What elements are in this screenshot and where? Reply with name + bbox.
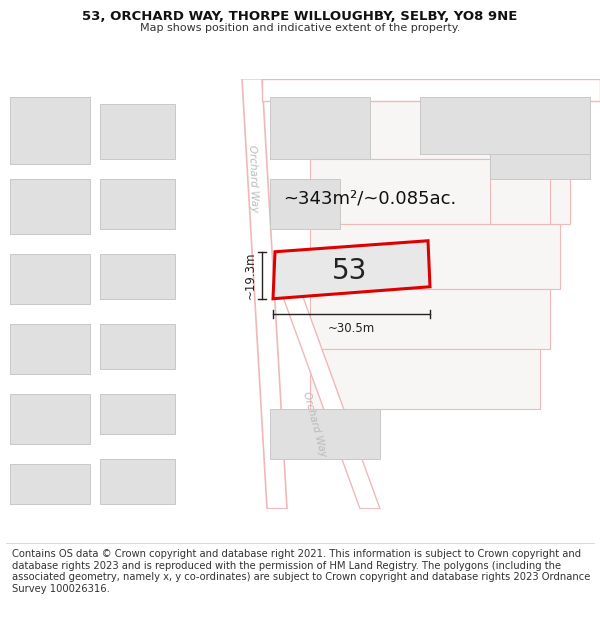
Polygon shape bbox=[270, 409, 380, 459]
Text: 53, ORCHARD WAY, THORPE WILLOUGHBY, SELBY, YO8 9NE: 53, ORCHARD WAY, THORPE WILLOUGHBY, SELB… bbox=[82, 10, 518, 23]
Text: Map shows position and indicative extent of the property.: Map shows position and indicative extent… bbox=[140, 22, 460, 32]
Text: Orchard Way: Orchard Way bbox=[301, 390, 329, 458]
Polygon shape bbox=[10, 394, 90, 444]
Polygon shape bbox=[262, 79, 600, 101]
Polygon shape bbox=[270, 97, 370, 159]
Polygon shape bbox=[100, 179, 175, 229]
Polygon shape bbox=[100, 104, 175, 159]
Polygon shape bbox=[285, 254, 370, 291]
Text: 53: 53 bbox=[332, 257, 368, 285]
Polygon shape bbox=[490, 154, 590, 179]
Polygon shape bbox=[100, 394, 175, 434]
Polygon shape bbox=[310, 349, 540, 409]
Polygon shape bbox=[310, 89, 580, 159]
Polygon shape bbox=[10, 179, 90, 234]
Text: ~30.5m: ~30.5m bbox=[328, 322, 375, 335]
Polygon shape bbox=[310, 289, 550, 349]
Polygon shape bbox=[270, 179, 340, 229]
Polygon shape bbox=[310, 224, 560, 289]
Polygon shape bbox=[242, 79, 287, 509]
Polygon shape bbox=[100, 254, 175, 299]
Text: Orchard Way: Orchard Way bbox=[247, 145, 259, 212]
Polygon shape bbox=[10, 97, 90, 164]
Polygon shape bbox=[100, 324, 175, 369]
Polygon shape bbox=[10, 254, 90, 304]
Text: ~343m²/~0.085ac.: ~343m²/~0.085ac. bbox=[283, 190, 457, 208]
Polygon shape bbox=[370, 271, 420, 291]
Text: Contains OS data © Crown copyright and database right 2021. This information is : Contains OS data © Crown copyright and d… bbox=[12, 549, 590, 594]
Polygon shape bbox=[490, 89, 580, 224]
Polygon shape bbox=[310, 159, 570, 224]
Polygon shape bbox=[273, 241, 430, 299]
Polygon shape bbox=[100, 459, 175, 504]
Polygon shape bbox=[10, 324, 90, 374]
Polygon shape bbox=[10, 464, 90, 504]
Polygon shape bbox=[280, 289, 380, 509]
Text: ~19.3m: ~19.3m bbox=[244, 251, 257, 299]
Polygon shape bbox=[420, 97, 590, 154]
